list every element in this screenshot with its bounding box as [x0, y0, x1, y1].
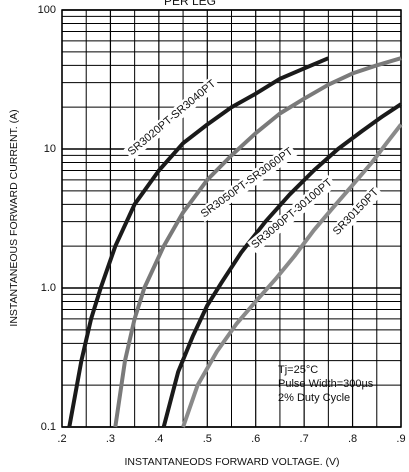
series-label: SR3090PT-30100PT	[247, 174, 337, 254]
line	[113, 56, 402, 428]
x-tick-label: .5	[203, 433, 212, 445]
series-label-text: SR3090PT-30100PT	[249, 177, 335, 252]
x-tick-label: .6	[251, 433, 260, 445]
series-label-text: SR3050PT-SR3060PT	[199, 145, 296, 220]
y-axis-label: INSTANTANEOUS FORWARD CURRENT. (A)	[8, 109, 20, 326]
x-tick-label: .7	[300, 433, 309, 445]
line	[181, 123, 403, 428]
y-tick-label: 100	[38, 4, 56, 16]
line	[161, 102, 403, 428]
y-tick-label: 10	[44, 143, 56, 155]
annotation: Pulse Width=300µs	[278, 378, 374, 390]
series-label-text: SR3020PT-SR3040PT	[126, 78, 219, 159]
plot-frame	[61, 9, 402, 428]
x-tick-label: .9	[396, 433, 405, 445]
y-tick-label: 1.0	[41, 282, 56, 294]
x-tick-label: .4	[154, 433, 163, 445]
label-background	[196, 143, 298, 223]
annotation-box	[274, 360, 364, 408]
label-background	[247, 174, 337, 254]
series-label: SR3020PT-SR3040PT	[123, 75, 221, 161]
series-label-text: SR30150PT	[331, 186, 381, 238]
x-tick-label: .2	[57, 433, 66, 445]
y-tick-label: 0.1	[41, 421, 56, 433]
annotation: 2% Duty Cycle	[278, 392, 350, 404]
x-tick-label: .8	[348, 433, 357, 445]
annotation: Tj=25°C	[278, 364, 318, 376]
series-label: SR30150PT	[328, 184, 384, 240]
label-background	[123, 75, 221, 161]
label-background	[328, 184, 384, 240]
x-axis-label: INSTANTANEODS FORWARD VOLTAGE. (V)	[124, 456, 339, 468]
line	[67, 56, 330, 428]
chart-title: PER LEG	[164, 0, 216, 8]
x-tick-label: .3	[106, 433, 115, 445]
